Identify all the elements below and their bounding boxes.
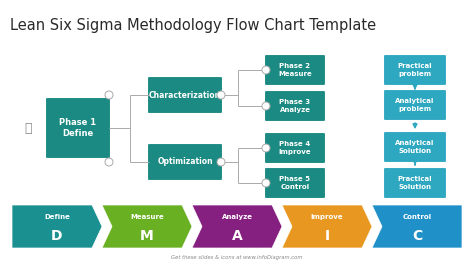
Text: I: I: [324, 229, 329, 243]
Text: Phase 3
Analyze: Phase 3 Analyze: [280, 99, 310, 113]
FancyBboxPatch shape: [383, 89, 447, 120]
Polygon shape: [372, 205, 462, 248]
Polygon shape: [12, 205, 102, 248]
Text: 📄: 📄: [24, 122, 32, 135]
FancyBboxPatch shape: [264, 90, 326, 122]
Text: Phase 5
Control: Phase 5 Control: [280, 176, 310, 190]
Text: Practical
Solution: Practical Solution: [398, 176, 432, 190]
FancyBboxPatch shape: [46, 98, 110, 159]
Text: Phase 2
Measure: Phase 2 Measure: [278, 63, 312, 77]
Circle shape: [105, 91, 113, 99]
Polygon shape: [102, 205, 192, 248]
Circle shape: [262, 66, 270, 74]
Circle shape: [105, 158, 113, 166]
Text: Improve: Improve: [310, 214, 343, 220]
FancyBboxPatch shape: [383, 55, 447, 85]
Circle shape: [262, 102, 270, 110]
Circle shape: [262, 144, 270, 152]
FancyBboxPatch shape: [264, 55, 326, 85]
Text: Phase 4
Improve: Phase 4 Improve: [279, 141, 311, 155]
Text: Characterization: Characterization: [149, 90, 221, 99]
Circle shape: [217, 91, 225, 99]
FancyBboxPatch shape: [264, 132, 326, 164]
Text: Optimization: Optimization: [157, 157, 213, 167]
Circle shape: [262, 179, 270, 187]
Text: C: C: [412, 229, 422, 243]
Text: Phase 1
Define: Phase 1 Define: [59, 118, 97, 138]
Text: Analytical
Solution: Analytical Solution: [395, 140, 435, 154]
Text: A: A: [232, 229, 242, 243]
Text: Practical
problem: Practical problem: [398, 63, 432, 77]
Text: Lean Six Sigma Methodology Flow Chart Template: Lean Six Sigma Methodology Flow Chart Te…: [10, 18, 376, 33]
Text: Get these slides & icons at www.infoDiagram.com: Get these slides & icons at www.infoDiag…: [171, 255, 303, 260]
Text: Analyze: Analyze: [221, 214, 253, 220]
Text: D: D: [51, 229, 63, 243]
Text: Define: Define: [44, 214, 70, 220]
FancyBboxPatch shape: [383, 131, 447, 163]
FancyBboxPatch shape: [264, 168, 326, 198]
Text: Control: Control: [402, 214, 431, 220]
Text: M: M: [140, 229, 154, 243]
FancyBboxPatch shape: [147, 143, 222, 181]
Text: Measure: Measure: [130, 214, 164, 220]
Polygon shape: [192, 205, 282, 248]
FancyBboxPatch shape: [147, 77, 222, 114]
FancyBboxPatch shape: [383, 168, 447, 198]
Circle shape: [217, 158, 225, 166]
Text: Analytical
problem: Analytical problem: [395, 98, 435, 112]
Polygon shape: [282, 205, 372, 248]
